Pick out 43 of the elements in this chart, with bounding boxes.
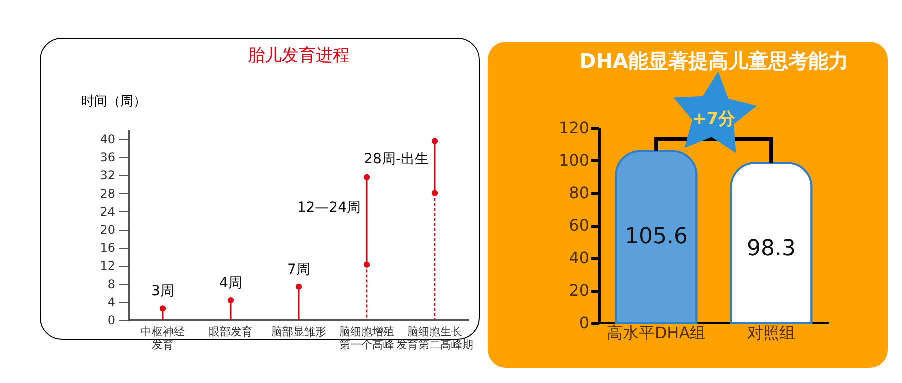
y-tick-label: 40 (569, 248, 590, 268)
point (296, 284, 302, 290)
y-tick-label: 0 (579, 314, 590, 332)
chart-title: DHA能显著提高儿童思考能力 (580, 49, 848, 73)
data-label: 98.3 (747, 236, 796, 262)
y-tick-label: 16 (100, 241, 116, 256)
y-tick-label: 36 (100, 150, 116, 165)
point (228, 297, 234, 304)
y-tick-label: 120 (558, 118, 590, 138)
y-tick-label: 80 (569, 184, 590, 202)
x-tick-label: 脑细胞增殖第一个高峰 (340, 326, 394, 352)
y-tick-label: 40 (100, 132, 116, 147)
point (432, 190, 438, 196)
y-tick-label: 12 (100, 259, 116, 274)
x-tick-label: 中枢神经发育 (141, 326, 185, 352)
x-tick-label: 高水平DHA组 (606, 324, 706, 342)
y-tick-label: 32 (100, 168, 116, 183)
point (432, 138, 438, 144)
x-tick-label: 脑细胞生长发育第二高峰期 (396, 326, 474, 352)
x-tick-label: 眼部发育 (209, 326, 253, 338)
annotation: 28周-出生 (364, 152, 429, 168)
x-tick-label: 脑部显雏形 (272, 326, 326, 338)
x-tick-label: 对照组 (748, 324, 796, 342)
y-tick-label: 4 (108, 295, 116, 310)
annotation: +7分 (692, 109, 737, 130)
point (160, 306, 166, 312)
y-tick-label: 20 (569, 281, 590, 300)
y-axis-title: 时间（周） (82, 94, 146, 110)
y-tick-label: 100 (558, 151, 590, 170)
annotation: 4周 (220, 276, 242, 292)
annotation: 3周 (152, 284, 174, 300)
annotation: 12—24周 (297, 200, 361, 216)
y-tick-label: 24 (100, 204, 116, 219)
y-tick-label: 20 (100, 223, 116, 238)
y-tick-label: 8 (108, 277, 116, 292)
data-label: 105.6 (625, 224, 688, 250)
y-tick-label: 0 (108, 314, 116, 328)
chart-title: 胎儿发育进程 (248, 46, 350, 66)
point (364, 262, 370, 268)
point (364, 174, 370, 181)
annotation: 7周 (288, 262, 310, 278)
y-tick-label: 28 (100, 186, 116, 201)
y-tick-label: 60 (569, 216, 590, 235)
